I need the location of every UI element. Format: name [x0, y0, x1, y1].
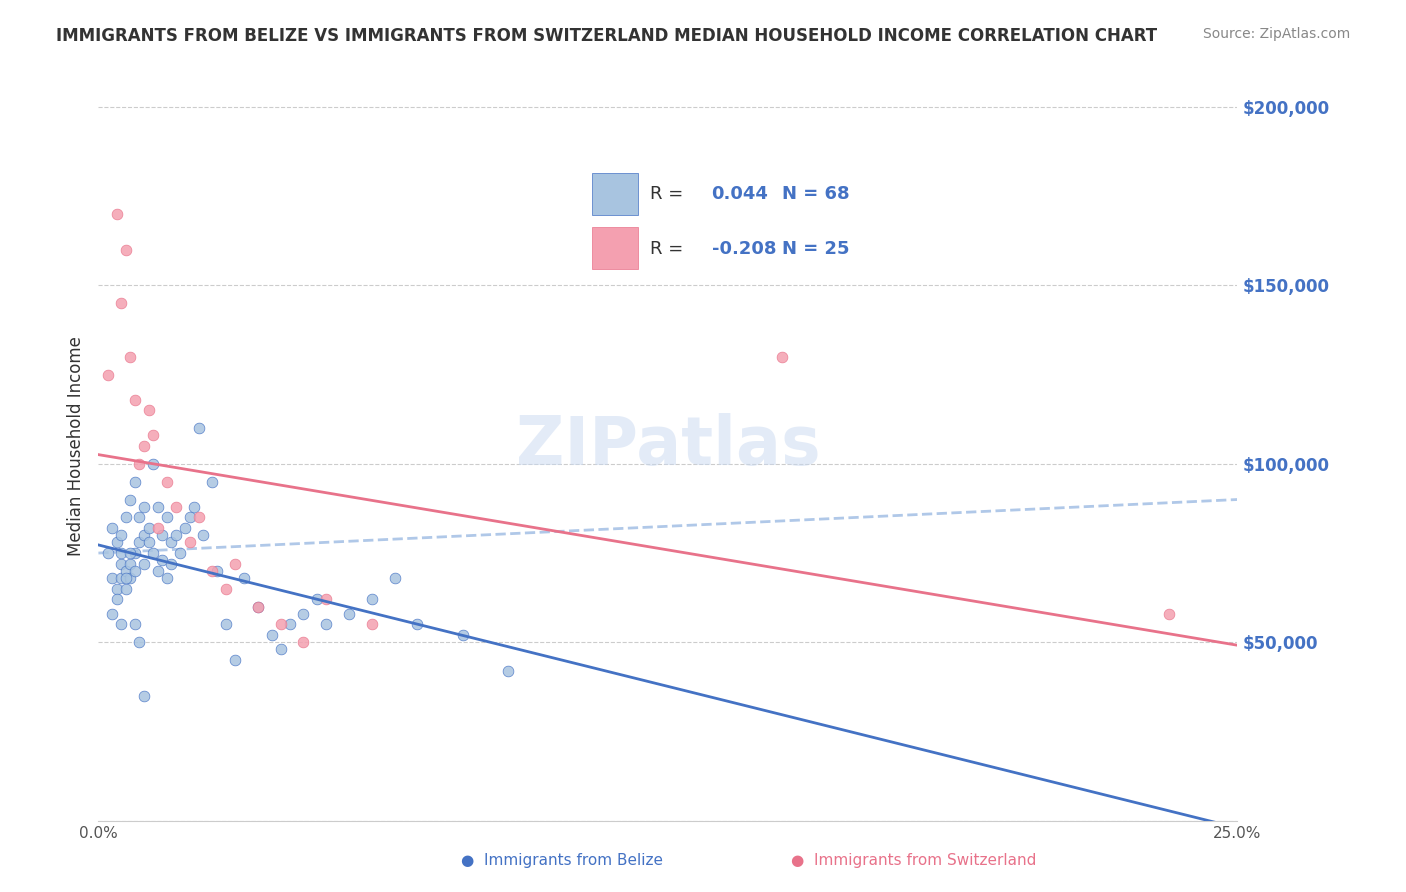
Point	[1157, 607, 1180, 621]
Point	[110, 617, 132, 632]
Point	[360, 592, 382, 607]
Point	[498, 664, 520, 678]
Point	[260, 628, 283, 642]
Point	[128, 457, 150, 471]
Point	[124, 392, 146, 407]
Point	[165, 528, 187, 542]
Point	[179, 535, 201, 549]
Point	[233, 571, 256, 585]
Point	[270, 617, 292, 632]
Point	[165, 500, 187, 514]
Point	[142, 546, 165, 560]
Point	[105, 207, 128, 221]
Point	[120, 492, 142, 507]
Text: Source: ZipAtlas.com: Source: ZipAtlas.com	[1202, 27, 1350, 41]
Point	[156, 571, 179, 585]
Point	[183, 500, 205, 514]
Point	[215, 617, 238, 632]
Point	[160, 535, 183, 549]
Point	[128, 635, 150, 649]
Point	[138, 521, 160, 535]
Point	[120, 557, 142, 571]
Point	[128, 510, 150, 524]
Point	[451, 628, 474, 642]
Point	[132, 528, 155, 542]
Point	[146, 521, 169, 535]
Point	[101, 607, 124, 621]
Point	[110, 546, 132, 560]
Point	[201, 564, 224, 578]
Point	[337, 607, 360, 621]
Point	[132, 500, 155, 514]
Point	[278, 617, 301, 632]
Point	[150, 553, 173, 567]
Point	[142, 457, 165, 471]
Point	[120, 350, 142, 364]
Point	[246, 599, 269, 614]
Point	[179, 510, 201, 524]
Point	[292, 635, 315, 649]
Point	[292, 607, 315, 621]
Point	[142, 428, 165, 442]
Point	[138, 403, 160, 417]
Point	[105, 582, 128, 596]
Point	[360, 617, 382, 632]
Y-axis label: Median Household Income: Median Household Income	[66, 336, 84, 556]
Point	[307, 592, 329, 607]
Point	[128, 535, 150, 549]
Point	[110, 571, 132, 585]
Point	[124, 617, 146, 632]
Point	[156, 475, 179, 489]
Point	[187, 510, 209, 524]
Point	[770, 350, 793, 364]
Point	[224, 653, 246, 667]
Point	[114, 571, 136, 585]
Point	[160, 557, 183, 571]
Point	[120, 571, 142, 585]
Point	[124, 546, 146, 560]
Point	[114, 582, 136, 596]
Point	[174, 521, 197, 535]
Point	[169, 546, 191, 560]
Point	[110, 557, 132, 571]
Point	[193, 528, 215, 542]
Point	[114, 510, 136, 524]
Point	[101, 571, 124, 585]
Point	[315, 617, 337, 632]
Point	[96, 368, 118, 382]
Point	[110, 296, 132, 310]
Point	[138, 535, 160, 549]
Point	[105, 535, 128, 549]
Text: IMMIGRANTS FROM BELIZE VS IMMIGRANTS FROM SWITZERLAND MEDIAN HOUSEHOLD INCOME CO: IMMIGRANTS FROM BELIZE VS IMMIGRANTS FRO…	[56, 27, 1157, 45]
Text: ●  Immigrants from Belize: ● Immigrants from Belize	[461, 854, 664, 868]
Text: ●  Immigrants from Switzerland: ● Immigrants from Switzerland	[792, 854, 1036, 868]
Point	[132, 689, 155, 703]
Point	[224, 557, 246, 571]
Point	[105, 592, 128, 607]
Point	[146, 564, 169, 578]
Point	[114, 243, 136, 257]
Point	[96, 546, 118, 560]
Point	[406, 617, 429, 632]
Point	[215, 582, 238, 596]
Point	[132, 557, 155, 571]
Point	[110, 528, 132, 542]
Point	[101, 521, 124, 535]
Point	[187, 421, 209, 435]
Point	[124, 564, 146, 578]
Point	[114, 564, 136, 578]
Point	[205, 564, 228, 578]
Point	[132, 439, 155, 453]
Point	[150, 528, 173, 542]
Point	[156, 510, 179, 524]
Point	[120, 546, 142, 560]
Point	[384, 571, 406, 585]
Point	[246, 599, 269, 614]
Text: ZIPatlas: ZIPatlas	[516, 413, 820, 479]
Point	[315, 592, 337, 607]
Point	[270, 642, 292, 657]
Point	[146, 500, 169, 514]
Point	[124, 475, 146, 489]
Point	[201, 475, 224, 489]
